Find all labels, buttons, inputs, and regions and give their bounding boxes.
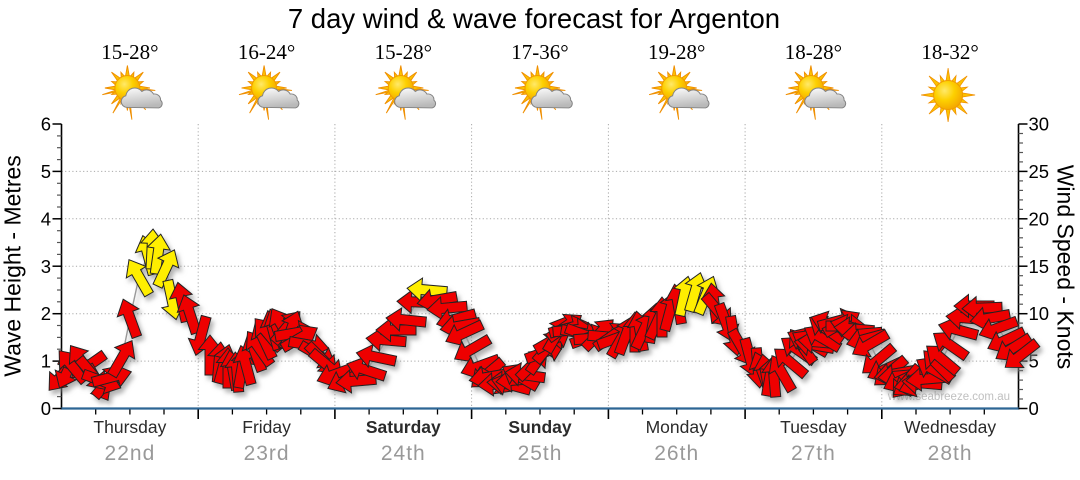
svg-text:17-36°: 17-36° xyxy=(511,40,568,64)
svg-text:0: 0 xyxy=(1029,398,1039,419)
svg-text:Wave Height - Metres: Wave Height - Metres xyxy=(0,155,26,377)
svg-text:20: 20 xyxy=(1029,208,1050,229)
svg-text:5: 5 xyxy=(1029,351,1039,372)
svg-text:6: 6 xyxy=(41,114,51,135)
svg-text:www.seabreeze.com.au: www.seabreeze.com.au xyxy=(887,391,1010,403)
svg-text:Saturday: Saturday xyxy=(366,417,441,437)
svg-text:1: 1 xyxy=(41,351,51,372)
svg-text:0: 0 xyxy=(41,398,51,419)
svg-text:2: 2 xyxy=(41,303,51,324)
svg-text:16-24°: 16-24° xyxy=(238,40,295,64)
svg-text:25: 25 xyxy=(1029,161,1050,182)
svg-text:Friday: Friday xyxy=(242,417,291,437)
svg-text:22nd: 22nd xyxy=(105,442,156,465)
svg-text:Wind Speed - Knots: Wind Speed - Knots xyxy=(1053,165,1079,370)
svg-text:23rd: 23rd xyxy=(244,442,290,465)
svg-text:15-28°: 15-28° xyxy=(101,40,158,64)
svg-text:10: 10 xyxy=(1029,303,1050,324)
svg-text:Thursday: Thursday xyxy=(93,417,166,437)
svg-text:18-32°: 18-32° xyxy=(921,40,978,64)
svg-text:19-28°: 19-28° xyxy=(648,40,705,64)
svg-text:7 day wind & wave forecast for: 7 day wind & wave forecast for Argenton xyxy=(288,3,780,34)
svg-text:28th: 28th xyxy=(928,442,973,465)
svg-text:24th: 24th xyxy=(381,442,426,465)
svg-text:27th: 27th xyxy=(791,442,836,465)
svg-text:4: 4 xyxy=(41,208,51,229)
svg-text:18-28°: 18-28° xyxy=(785,40,842,64)
svg-text:26th: 26th xyxy=(654,442,699,465)
svg-text:15: 15 xyxy=(1029,256,1050,277)
svg-text:25th: 25th xyxy=(518,442,563,465)
svg-text:30: 30 xyxy=(1029,114,1050,135)
svg-text:3: 3 xyxy=(41,256,51,277)
svg-text:5: 5 xyxy=(41,161,51,182)
svg-text:15-28°: 15-28° xyxy=(375,40,432,64)
svg-text:Monday: Monday xyxy=(646,417,709,437)
svg-text:Sunday: Sunday xyxy=(508,417,571,437)
svg-text:Wednesday: Wednesday xyxy=(904,417,996,437)
svg-text:Tuesday: Tuesday xyxy=(780,417,847,437)
